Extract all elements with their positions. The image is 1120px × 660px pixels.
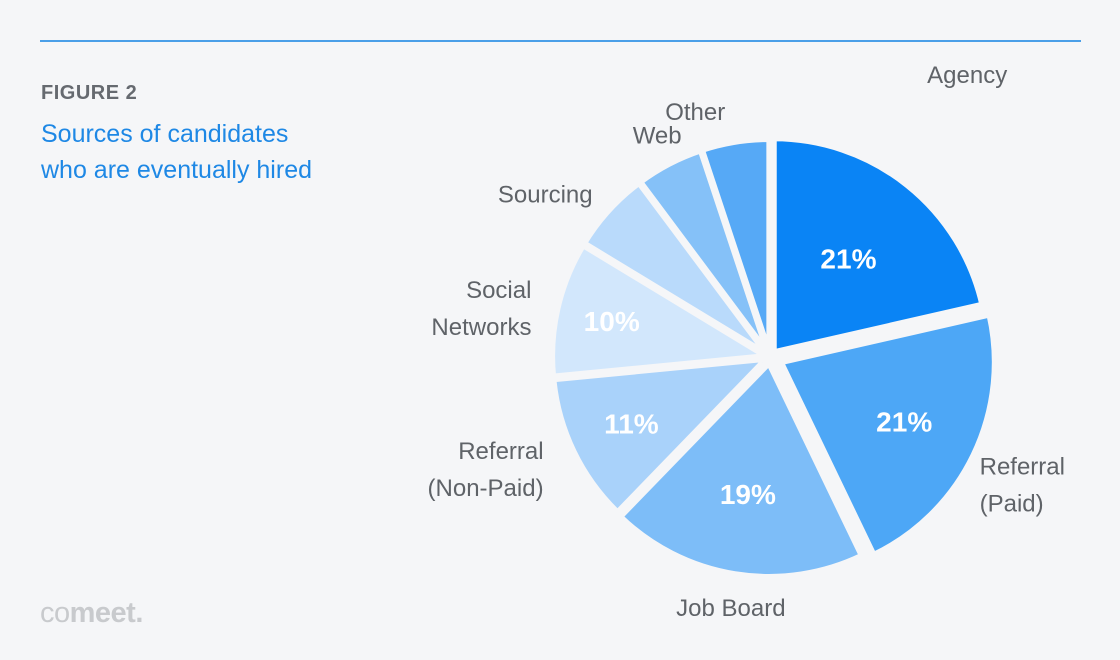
pie-category-label: Sourcing <box>498 181 593 208</box>
pie-category-label-line: Sourcing <box>498 181 593 208</box>
pie-percent-labels: 21% 21% 19% 11% 10% <box>584 244 933 510</box>
pie-category-label: Agency <box>927 62 1007 89</box>
pie-percent-label: 21% <box>876 407 932 438</box>
pie-percent-label: 10% <box>584 306 640 337</box>
pie-category-label: Web <box>633 123 682 150</box>
pie-category-label-line: Job Board <box>676 595 785 622</box>
pie-category-label-line: (Non-Paid) <box>428 475 544 502</box>
pie-category-label-line: Social <box>466 277 531 304</box>
pie-slice-social-networks <box>549 241 776 380</box>
pie-slice-other <box>698 136 773 354</box>
top-divider <box>40 40 1081 42</box>
pie-percent-label: 19% <box>720 479 776 510</box>
figure-number: FIGURE 2 <box>41 82 138 104</box>
pie-slice-referral-paid <box>776 310 998 560</box>
pie-category-label-line: Agency <box>927 62 1007 89</box>
pie-category-label: Referral (Paid) <box>980 454 1065 518</box>
comeet-logo: comeet. <box>40 597 143 630</box>
logo-part-co: co <box>40 597 70 629</box>
pie-slice-job-board <box>615 357 866 580</box>
pie-percent-label: 11% <box>604 409 659 440</box>
logo-dot: . <box>135 597 143 629</box>
pie-percent-label: 21% <box>820 244 876 275</box>
pie-category-label: Other <box>665 99 725 126</box>
pie-category-label: Job Board <box>676 595 785 622</box>
pie-category-label-line: Referral <box>458 438 543 465</box>
figure-title-line-1: Sources of candidates <box>41 120 289 148</box>
pie-slice-referral-non-paid <box>550 354 775 517</box>
pie-category-label-line: (Paid) <box>980 491 1044 518</box>
pie-category-label-line: Referral <box>980 454 1065 481</box>
pie-category-labels: Agency Referral (Paid) Job Board Referral (No… <box>428 62 1065 622</box>
figure-title: Sources of candidates who are eventually… <box>41 116 421 188</box>
pie-category-label: Social Networks <box>431 277 531 341</box>
pie-category-label: Referral (Non-Paid) <box>428 438 544 502</box>
pie-category-label-line: Other <box>665 99 725 126</box>
pie-slice-agency <box>770 135 986 357</box>
figure-title-line-2: who are eventually hired <box>41 156 312 184</box>
pie-slices <box>549 135 998 580</box>
pie-category-label-line: Networks <box>431 314 531 341</box>
pie-category-label-line: Web <box>633 123 682 150</box>
logo-part-meet: meet <box>69 597 136 629</box>
